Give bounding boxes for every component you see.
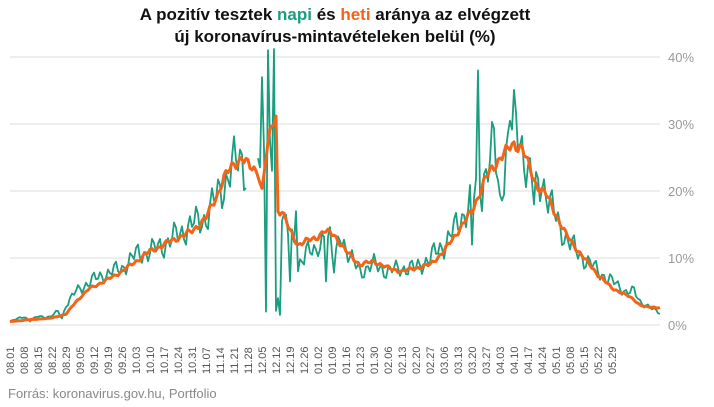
x-tick-label: 01.16 <box>341 346 353 374</box>
x-tick-label: 08.08 <box>19 346 31 374</box>
x-tick-label: 09.05 <box>75 346 87 374</box>
series-line-heti <box>9 114 661 323</box>
x-tick-label: 08.01 <box>5 346 17 374</box>
x-tick-label: 05.08 <box>565 346 577 374</box>
y-tick-label: 10% <box>668 251 694 266</box>
x-tick-label: 03.06 <box>439 346 451 374</box>
x-tick-label: 04.10 <box>509 346 521 374</box>
x-tick-label: 01.09 <box>327 346 339 374</box>
chart-title-line2: új koronavírus-mintavételeken belül (%) <box>174 27 496 46</box>
x-tick-label: 09.12 <box>89 346 101 374</box>
x-tick-label: 05.22 <box>593 346 605 374</box>
x-tick-label: 10.03 <box>131 346 143 374</box>
x-tick-label: 05.15 <box>579 346 591 374</box>
x-tick-label: 04.24 <box>537 346 549 374</box>
x-tick-label: 02.13 <box>397 346 409 374</box>
x-tick-label: 03.27 <box>481 346 493 374</box>
x-tick-label: 05.01 <box>551 346 563 374</box>
x-tick-label: 10.10 <box>145 346 157 374</box>
x-tick-label: 10.31 <box>187 346 199 374</box>
x-tick-label: 02.20 <box>411 346 423 374</box>
x-tick-label: 03.13 <box>453 346 465 374</box>
x-tick-label: 11.21 <box>229 347 241 374</box>
x-tick-label: 08.29 <box>61 346 73 374</box>
title-part-3: aránya az elvégzett <box>370 5 531 24</box>
x-tick-label: 11.28 <box>243 347 255 374</box>
x-tick-label: 11.14 <box>215 347 227 374</box>
y-tick-label: 20% <box>668 184 694 199</box>
x-tick-label: 03.20 <box>467 346 479 374</box>
title-part-2: és <box>311 5 341 24</box>
series-group <box>9 48 661 323</box>
x-tick-label: 12.19 <box>285 346 297 374</box>
title-part-1: A pozitív tesztek <box>139 5 278 24</box>
x-tick-label: 12.26 <box>299 346 311 374</box>
y-tick-label: 40% <box>668 50 694 65</box>
x-tick-label: 08.15 <box>33 346 45 374</box>
x-tick-label: 12.05 <box>257 346 269 374</box>
source-note: Forrás: koronavirus.gov.hu, Portfolio <box>8 386 217 401</box>
x-tick-label: 05.29 <box>607 346 619 374</box>
series-line-napi <box>9 48 661 323</box>
x-tick-label: 02.27 <box>425 346 437 374</box>
title-napi-label: napi <box>277 5 312 24</box>
x-tick-label: 04.03 <box>495 346 507 374</box>
x-tick-label: 01.23 <box>355 346 367 374</box>
x-tick-label: 01.02 <box>313 346 325 374</box>
title-heti-label: heti <box>340 5 371 24</box>
x-tick-label: 10.24 <box>173 346 185 374</box>
x-tick-label: 04.17 <box>523 346 535 374</box>
x-tick-label: 10.17 <box>159 346 171 374</box>
x-tick-label: 12.12 <box>271 346 283 374</box>
x-tick-label: 11.07 <box>201 347 213 374</box>
x-axis-ticks: 08.01 08.08 08.15 08.22 08.29 09.05 09.12 09.19… <box>5 346 619 374</box>
x-tick-label: 01.30 <box>369 346 381 374</box>
chart-title: A pozitív tesztek napi és heti aránya az… <box>0 4 670 48</box>
x-tick-label: 02.06 <box>383 346 395 374</box>
y-tick-label: 30% <box>668 117 694 132</box>
y-tick-label: 0% <box>668 318 687 333</box>
x-tick-label: 09.26 <box>117 346 129 374</box>
chart-grid <box>10 56 660 326</box>
x-tick-label: 09.19 <box>103 346 115 374</box>
y-axis-ticks: 0% 10% 20% 30% 40% <box>668 50 694 333</box>
x-tick-label: 08.22 <box>47 346 59 374</box>
chart-title-line1: A pozitív tesztek napi és heti aránya az… <box>0 4 670 26</box>
